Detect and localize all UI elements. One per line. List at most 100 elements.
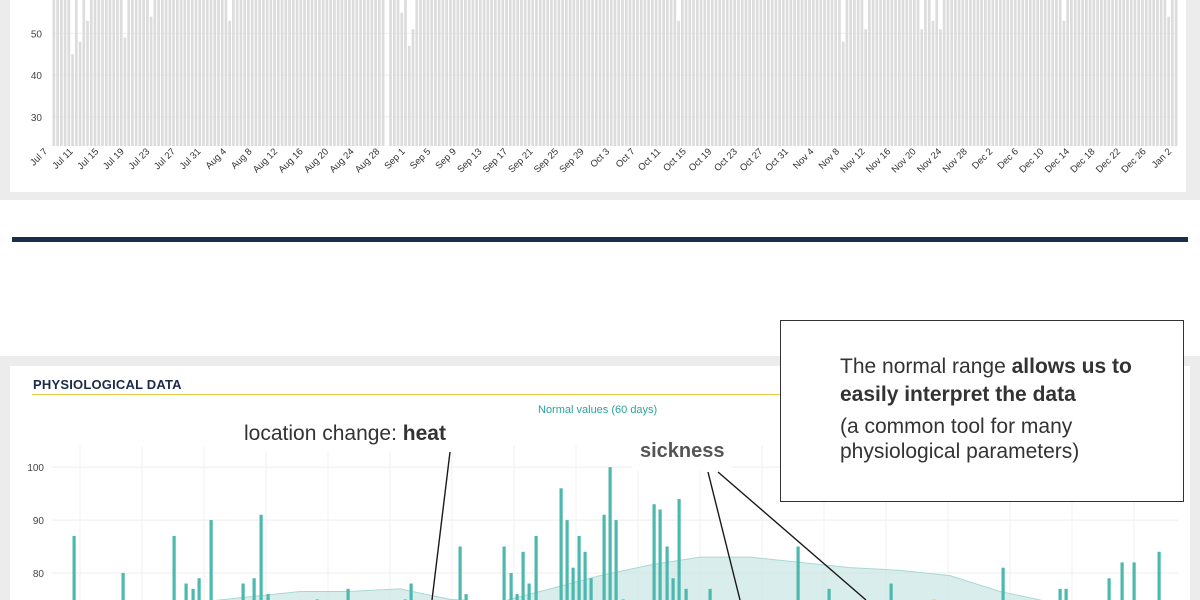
top-bar <box>1171 0 1174 146</box>
top-bar <box>523 0 527 146</box>
top-bar <box>957 0 961 146</box>
top-bar <box>276 0 280 146</box>
top-bar <box>695 0 699 146</box>
top-bar <box>318 0 321 146</box>
top-bar <box>1174 0 1178 146</box>
top-bar <box>232 0 235 146</box>
top-bar <box>1081 0 1084 146</box>
top-x-tick-label: Oct 23 <box>712 146 740 174</box>
top-bar <box>542 0 546 146</box>
top-bar <box>1010 0 1013 146</box>
top-bar <box>1144 0 1148 146</box>
top-bar <box>927 0 931 146</box>
top-bar <box>1148 0 1152 146</box>
top-bar <box>486 0 490 146</box>
top-bar <box>1129 0 1133 146</box>
top-bar <box>1111 0 1114 146</box>
top-bar <box>247 0 250 146</box>
top-bar <box>1152 0 1156 146</box>
section-divider <box>12 237 1188 242</box>
top-bar <box>853 0 856 146</box>
top-bar <box>998 0 1002 146</box>
top-x-tick-label: Nov 12 <box>839 146 868 175</box>
top-bar <box>464 0 467 146</box>
top-bar <box>767 0 770 146</box>
top-bar <box>819 0 823 146</box>
top-bar <box>1002 0 1006 146</box>
bottom-bar <box>1107 578 1111 600</box>
top-bar <box>295 0 299 146</box>
top-bar <box>793 0 796 146</box>
top-bar <box>217 0 220 146</box>
top-bar <box>333 0 336 146</box>
top-bar <box>262 0 265 146</box>
bottom-bar <box>565 520 569 600</box>
top-bar <box>142 0 145 146</box>
top-bar <box>392 0 396 146</box>
top-bar <box>370 0 374 146</box>
top-y-tick-label: 30 <box>31 113 43 124</box>
top-bar <box>602 0 606 146</box>
top-bar <box>1133 0 1137 146</box>
top-y-tick-label: 50 <box>31 29 43 40</box>
top-x-tick-label: Jul 15 <box>76 146 102 172</box>
top-bar <box>576 0 579 146</box>
top-bar <box>1028 0 1032 146</box>
top-bar <box>239 0 243 146</box>
top-bar <box>101 0 104 146</box>
bottom-bar <box>197 578 201 600</box>
bottom-bar <box>252 578 256 600</box>
top-bar <box>763 0 766 146</box>
top-bar <box>471 0 475 146</box>
top-bar <box>931 20 935 146</box>
top-bar <box>314 0 318 146</box>
top-bar <box>520 0 523 146</box>
top-bar <box>220 0 224 146</box>
top-bar <box>838 0 841 146</box>
top-x-tick-label: Sep 1 <box>382 146 407 171</box>
top-bar <box>740 0 744 146</box>
top-bar <box>161 0 164 146</box>
top-bar <box>168 0 172 146</box>
top-bar <box>363 0 366 146</box>
top-y-tick-label: 40 <box>31 71 43 82</box>
top-bar <box>804 0 808 146</box>
top-bar <box>325 0 329 146</box>
top-bar <box>834 0 838 146</box>
top-bar <box>666 0 669 146</box>
top-bar <box>538 0 542 146</box>
top-x-tick-label: Aug 28 <box>353 146 382 175</box>
top-bar <box>1017 0 1021 146</box>
top-bar <box>321 0 325 146</box>
top-bar <box>516 0 520 146</box>
bottom-bar <box>1132 562 1136 600</box>
top-x-tick-label: Oct 11 <box>636 146 663 173</box>
top-bar <box>138 0 142 146</box>
top-bar <box>112 0 116 146</box>
top-x-tick-label: Jul 19 <box>101 146 127 172</box>
top-bar <box>983 0 987 146</box>
top-bar <box>628 0 632 146</box>
top-bar <box>1118 0 1122 146</box>
top-bar <box>980 0 983 146</box>
top-bar <box>119 0 123 146</box>
top-bar <box>722 0 725 146</box>
top-bar <box>1025 0 1028 146</box>
top-bar <box>78 41 82 146</box>
top-bar <box>639 0 643 146</box>
top-bar <box>288 0 291 146</box>
top-bar <box>209 0 213 146</box>
top-bar <box>351 0 355 146</box>
top-bar <box>1077 0 1081 146</box>
top-bar <box>703 0 707 146</box>
bottom-bar <box>1120 562 1124 600</box>
bottom-bar <box>409 583 413 600</box>
top-bar <box>557 0 561 146</box>
top-bar <box>744 0 748 146</box>
top-bar <box>752 0 755 146</box>
top-x-tick-label: Dec 14 <box>1043 146 1072 175</box>
top-bar <box>613 0 617 146</box>
top-bar <box>456 0 460 146</box>
top-bar <box>493 0 497 146</box>
top-bar <box>426 0 430 146</box>
